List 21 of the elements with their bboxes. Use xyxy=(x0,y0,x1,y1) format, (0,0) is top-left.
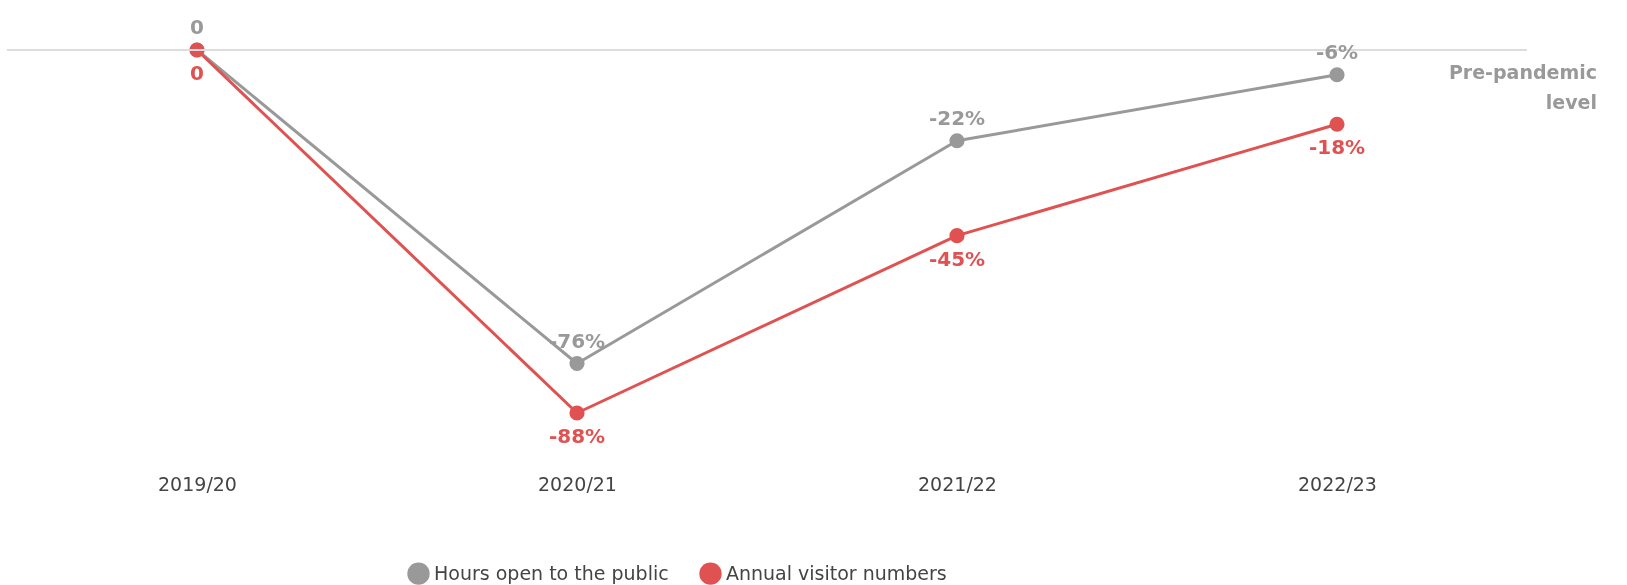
x-tick-label: 2020/21 xyxy=(538,472,617,495)
data-label: -45% xyxy=(928,246,986,271)
point xyxy=(569,355,585,372)
ref-line-label: Pre-pandemic level xyxy=(1448,61,1597,113)
data-label: -22% xyxy=(928,105,986,130)
point xyxy=(569,405,585,421)
data-label: -18% xyxy=(1308,135,1366,160)
data-label: -88% xyxy=(548,424,606,448)
data-label: -76% xyxy=(548,328,606,353)
legend-label: Hours open to the public xyxy=(434,561,669,584)
x-tick-label: 2019/20 xyxy=(158,472,237,495)
data-label: -6% xyxy=(1315,39,1359,64)
point xyxy=(949,228,965,244)
x-tick-label: 2021/22 xyxy=(918,472,997,495)
x-tick-label: 2022/23 xyxy=(1298,472,1377,495)
point xyxy=(1329,116,1345,132)
legend-label: Annual visitor numbers xyxy=(726,561,947,584)
point xyxy=(949,133,965,149)
data-label: 0 xyxy=(190,61,204,85)
point xyxy=(1329,67,1345,83)
data-label: 0 xyxy=(190,15,204,39)
